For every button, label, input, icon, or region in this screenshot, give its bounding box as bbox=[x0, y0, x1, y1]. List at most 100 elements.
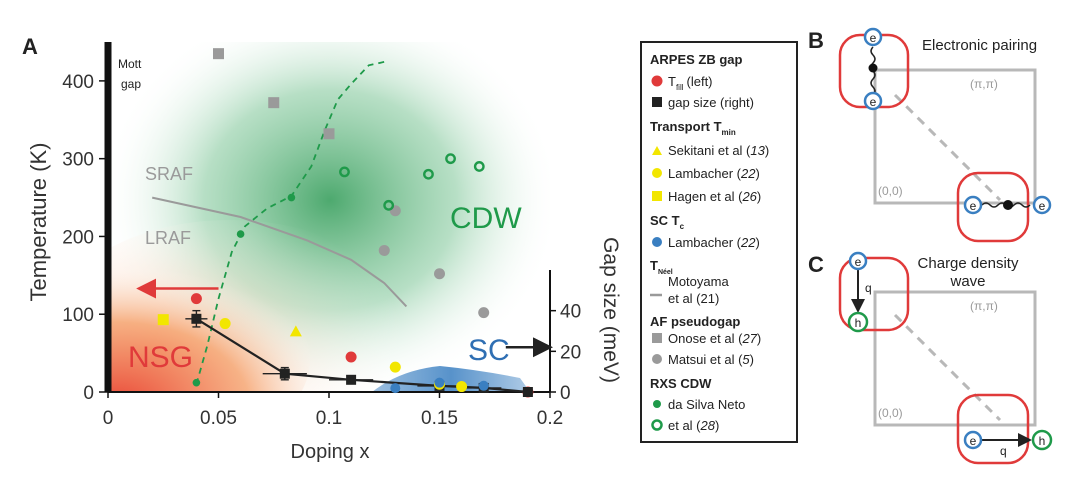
legend-lambacher: Lambacher (22) bbox=[668, 166, 760, 181]
lraf-label: LRAF bbox=[145, 228, 191, 248]
sc-tc-point bbox=[478, 380, 489, 391]
corner-00-c: (0,0) bbox=[878, 406, 903, 420]
rxs-cdw-open-point bbox=[339, 166, 350, 178]
legend-marker-sc bbox=[652, 237, 662, 247]
x-tick-label: 0.1 bbox=[316, 408, 342, 429]
brillouin-zone-b bbox=[873, 68, 1037, 205]
legend-marker-tfill bbox=[651, 75, 663, 87]
legend-gap: gap size (right) bbox=[668, 95, 754, 110]
legend: ARPES ZB gap Tfill (left) gap size (right… bbox=[640, 41, 798, 443]
electron-b2: e bbox=[863, 91, 883, 111]
x-tick-label: 0.15 bbox=[421, 408, 458, 429]
matsui-point bbox=[478, 307, 490, 319]
y-axis-right-label: Gap size (meV) bbox=[599, 237, 622, 383]
legend-marker-lambacher bbox=[652, 168, 662, 178]
legend-box bbox=[640, 41, 798, 443]
brillouin-zone-c bbox=[873, 290, 1037, 427]
legend-rxs-2: et al (28) bbox=[668, 418, 719, 433]
y-right-tick-label: 20 bbox=[560, 342, 581, 363]
legend-motoyama-2: et al (21) bbox=[668, 291, 719, 306]
matsui-point bbox=[378, 244, 390, 256]
legend-arpes-title: ARPES ZB gap bbox=[650, 52, 743, 67]
svg-text:h: h bbox=[1039, 434, 1046, 448]
panel-b: B Electronic pairing (π,π) (0,0) e e e e bbox=[808, 27, 1052, 243]
gap-size-point bbox=[279, 368, 290, 379]
legend-hagen: Hagen et al (26) bbox=[668, 189, 761, 204]
cdw-label: CDW bbox=[450, 202, 522, 235]
svg-text:e: e bbox=[1039, 199, 1046, 213]
svg-text:e: e bbox=[970, 199, 977, 213]
legend-sc-title: SC Tc bbox=[650, 213, 685, 231]
legend-afpg-title: AF pseudogap bbox=[650, 314, 740, 329]
legend-sc: Lambacher (22) bbox=[668, 235, 760, 250]
corner-00-b: (0,0) bbox=[878, 184, 903, 198]
svg-text:h: h bbox=[855, 316, 862, 330]
svg-text:e: e bbox=[870, 95, 877, 109]
corner-pipi-b: (π,π) bbox=[970, 77, 998, 91]
pair-center-b1 bbox=[868, 63, 878, 73]
y-left-tick-label: 100 bbox=[62, 305, 94, 326]
pocket-c2 bbox=[956, 393, 1030, 465]
x-axis-label: Doping x bbox=[291, 441, 370, 463]
mott-label-1: Mott bbox=[118, 57, 142, 71]
legend-rxs-title: RXS CDW bbox=[650, 376, 712, 391]
lambacher-transport-point bbox=[456, 381, 468, 393]
sc-label: SC bbox=[468, 334, 510, 367]
rxs-cdw-filled-point bbox=[192, 378, 201, 387]
y-left-tick-label: 200 bbox=[62, 227, 94, 248]
legend-neel-title: TNéel bbox=[650, 258, 673, 276]
y-right-tick-label: 0 bbox=[560, 383, 571, 404]
svg-text:e: e bbox=[970, 434, 977, 448]
electron-b1: e bbox=[863, 27, 883, 47]
legend-transport-title: Transport Tmin bbox=[650, 119, 736, 137]
phase-regions bbox=[108, 42, 550, 392]
panel-label-b: B bbox=[808, 28, 824, 53]
legend-marker-hagen bbox=[652, 191, 662, 201]
panel-c-title-2: wave bbox=[949, 273, 985, 290]
legend-marker-matsui bbox=[652, 354, 662, 364]
sekitani-point bbox=[289, 325, 302, 337]
legend-tfill: Tfill (left) bbox=[668, 74, 713, 92]
legend-marker-rxs-open bbox=[651, 419, 663, 431]
x-tick-label: 0.05 bbox=[200, 408, 237, 429]
tfill-point bbox=[345, 351, 357, 363]
x-ticks: 0 0.05 0.1 0.15 0.2 bbox=[103, 392, 563, 429]
legend-marker-onose bbox=[652, 333, 662, 343]
sraf-label: SRAF bbox=[145, 164, 193, 184]
svg-text:e: e bbox=[855, 255, 862, 269]
rxs-cdw-open-point bbox=[445, 153, 456, 165]
onose-point bbox=[213, 48, 224, 60]
data-layer bbox=[136, 48, 553, 398]
electron-b4: e bbox=[1032, 195, 1052, 215]
corner-pipi-c: (π,π) bbox=[970, 299, 998, 313]
hole-c2: h bbox=[1031, 429, 1053, 451]
gap-size-point bbox=[522, 387, 533, 397]
tfill-point bbox=[190, 293, 202, 305]
sc-tc-point bbox=[434, 377, 445, 388]
panel-c: C Charge density wave (π,π) (0,0) q q e … bbox=[808, 251, 1053, 465]
diagonal-b bbox=[893, 93, 1002, 202]
y-left-tick-label: 300 bbox=[62, 150, 94, 171]
legend-matsui: Matsui et al (5) bbox=[668, 352, 754, 367]
lambacher-transport-point bbox=[219, 318, 231, 330]
lambacher-transport-point bbox=[389, 361, 401, 373]
electron-c1: e bbox=[848, 251, 868, 271]
onose-point bbox=[268, 97, 280, 109]
diagonal-c bbox=[893, 313, 1002, 422]
nsg-label: NSG bbox=[128, 341, 193, 374]
onose-point bbox=[323, 128, 335, 140]
rxs-cdw-filled-point bbox=[287, 193, 296, 202]
x-tick-label: 0 bbox=[103, 408, 114, 429]
electron-b3: e bbox=[963, 195, 983, 215]
legend-sekitani: Sekitani et al (13) bbox=[668, 143, 769, 158]
panel-label-a: A bbox=[22, 34, 38, 59]
rxs-cdw-open-point bbox=[423, 168, 434, 180]
legend-marker-rxs-filled bbox=[653, 400, 661, 408]
q-label-c1: q bbox=[865, 281, 872, 295]
sc-region bbox=[372, 366, 530, 392]
y-left-tick-label: 400 bbox=[62, 72, 94, 93]
legend-rxs-1: da Silva Neto bbox=[668, 397, 745, 412]
rxs-cdw-open-point bbox=[383, 199, 395, 211]
y-left-tick-label: 0 bbox=[83, 383, 94, 404]
